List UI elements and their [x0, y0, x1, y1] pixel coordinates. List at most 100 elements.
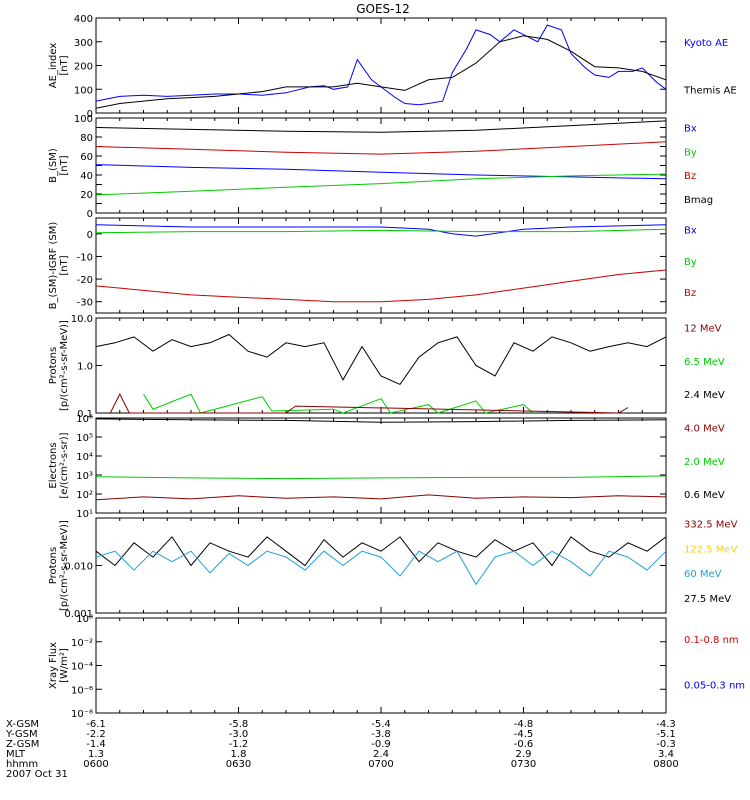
- footer-value: -4.3: [656, 719, 676, 730]
- legend-entry: 4.0 MeV: [684, 424, 725, 435]
- footer-row-label: MLT: [6, 749, 26, 760]
- y-tick-label: 1.0: [77, 362, 93, 373]
- series-line: [143, 393, 534, 414]
- footer-date: 2007 Oct 31: [6, 769, 68, 780]
- legend-entry: 122.5 MeV: [684, 544, 738, 555]
- y-axis-label: [W/m²]: [59, 648, 70, 683]
- footer-value: -6.1: [86, 719, 106, 730]
- y-tick-label: 400: [74, 14, 93, 25]
- y-tick-label: 0.1: [77, 409, 93, 420]
- y-tick-label: 10⁵: [76, 433, 93, 444]
- footer-value: -0.3: [656, 739, 676, 750]
- footer-value: -4.5: [514, 729, 534, 740]
- footer-value: 0630: [226, 759, 251, 770]
- y-axis-label: Protons: [48, 347, 59, 384]
- y-tick-label: 0: [87, 209, 93, 220]
- y-tick-label: -30: [77, 298, 93, 309]
- series-line: [95, 418, 667, 423]
- y-tick-label: 200: [74, 62, 93, 73]
- footer-value: -5.8: [229, 719, 249, 730]
- legend-entry: Bz: [684, 171, 696, 182]
- chart-title: GOES-12: [356, 2, 410, 16]
- y-axis-label: [e/(cm²-s-sr)]: [59, 432, 70, 498]
- y-tick-label: 10³: [76, 471, 93, 482]
- y-tick-label: 10⁻⁶: [71, 685, 93, 696]
- footer-row-label: X-GSM: [6, 719, 39, 730]
- y-tick-label: 20: [80, 190, 93, 201]
- legend-entry: Bx: [684, 124, 697, 135]
- y-tick-label: 10⁻⁸: [71, 709, 93, 720]
- y-axis-label: [nT]: [59, 155, 70, 175]
- footer-value: -4.8: [514, 719, 534, 730]
- footer-value: 3.4: [658, 749, 674, 760]
- series-line: [109, 392, 629, 414]
- legend-entry: By: [684, 147, 697, 158]
- panel-bigrf: 0 -10 -20 -30 B_(SM)-IGRF (SM) [nT] Bx By Bz: [48, 217, 697, 314]
- y-tick-label: 10.0: [71, 314, 93, 325]
- series-line: [95, 164, 667, 180]
- series-line: [95, 536, 667, 567]
- legend-entry: 332.5 MeV: [684, 520, 738, 531]
- legend-entry: 2.0 MeV: [684, 457, 725, 468]
- panel-xray: 10⁻⁸ 10⁻⁶ 10⁻⁴ 10⁻² 10⁰ Xray Flux [W/m²] 0.1-0.…: [48, 614, 745, 720]
- y-axis-label: Electrons: [48, 442, 59, 488]
- legend-entry: 60 MeV: [684, 569, 722, 580]
- legend-entry: By: [684, 257, 697, 268]
- y-tick-label: 10²: [76, 490, 93, 501]
- y-axis-label: [nT]: [59, 55, 70, 75]
- y-tick-label: 80: [80, 133, 93, 144]
- legend-entry: 12 MeV: [684, 324, 722, 335]
- y-tick-label: 10⁰: [76, 614, 93, 625]
- panel-bsm: 0 20 40 60 80 100 B_(SM) [nT] Bx By Bz Bmag: [48, 114, 713, 220]
- y-tick-label: 100: [74, 114, 93, 125]
- footer-value: 1.8: [231, 749, 247, 760]
- y-axis-label: B_(SM)-IGRF (SM): [48, 222, 59, 310]
- footer-value: -5.1: [656, 729, 676, 740]
- legend-entry: Bmag: [684, 195, 713, 206]
- series-line: [95, 333, 667, 386]
- legend-entry: 0.1-0.8 nm: [684, 635, 739, 646]
- y-tick-label: 100: [74, 85, 93, 96]
- footer-value: -0.6: [514, 739, 534, 750]
- series-line: [95, 269, 667, 303]
- series-line: [95, 494, 667, 501]
- y-axis-label: [p/(cm²-s-sr-MeV)]: [59, 320, 70, 411]
- panel-frame: [95, 217, 667, 314]
- y-axis-label: [p/(cm²-s-sr-MeV)]: [59, 520, 70, 611]
- y-axis-label: [nT]: [59, 255, 70, 275]
- y-axis-label: B_(SM): [48, 148, 59, 183]
- footer-value: 0800: [653, 759, 678, 770]
- y-tick-label: 0.010: [64, 562, 93, 573]
- panel-frame: [95, 17, 667, 114]
- y-tick-label: 40: [80, 171, 93, 182]
- series-line: [95, 120, 667, 133]
- panel-protons1: 0.1 1.0 10.0 Protons [p/(cm²-s-sr-MeV)] 12 Me…: [48, 314, 725, 420]
- footer-row-label: Z-GSM: [6, 739, 39, 750]
- y-tick-label: 10⁴: [76, 452, 93, 463]
- y-tick-label: 60: [80, 152, 93, 163]
- footer-value: -1.2: [229, 739, 249, 750]
- series-line: [95, 475, 667, 480]
- y-axis-label: Xray Flux: [48, 642, 59, 689]
- y-tick-label: 10⁻²: [71, 638, 93, 649]
- footer-value: -0.9: [371, 739, 391, 750]
- series-line: [95, 173, 667, 196]
- legend-entry: 0.6 MeV: [684, 490, 725, 501]
- footer-value: -1.4: [86, 739, 106, 750]
- ephemeris-footer: X-GSM -6.1 -5.8 -5.4 -4.8 -4.3 Y-GSM -2.2 -3.0 -3…: [5, 719, 679, 780]
- footer-value: 0700: [368, 759, 393, 770]
- y-tick-label: 10⁶: [76, 414, 93, 425]
- footer-value: -3.8: [371, 729, 391, 740]
- footer-value: 0600: [83, 759, 108, 770]
- footer-value: 2.9: [516, 749, 532, 760]
- legend-entry: 2.4 MeV: [684, 390, 725, 401]
- panel-protons2: 0.001 0.010 Protons [p/(cm²-s-sr-MeV)] 332.5…: [48, 517, 738, 620]
- footer-value: 1.3: [88, 749, 104, 760]
- panel-ae: 0 100 200 300 400 AE_index [nT] Kyoto AE Themis …: [48, 14, 737, 120]
- footer-row-label: hhmm: [6, 759, 38, 770]
- y-tick-label: 0: [87, 109, 93, 120]
- y-tick-label: 0: [87, 230, 93, 241]
- series-line: [95, 24, 667, 106]
